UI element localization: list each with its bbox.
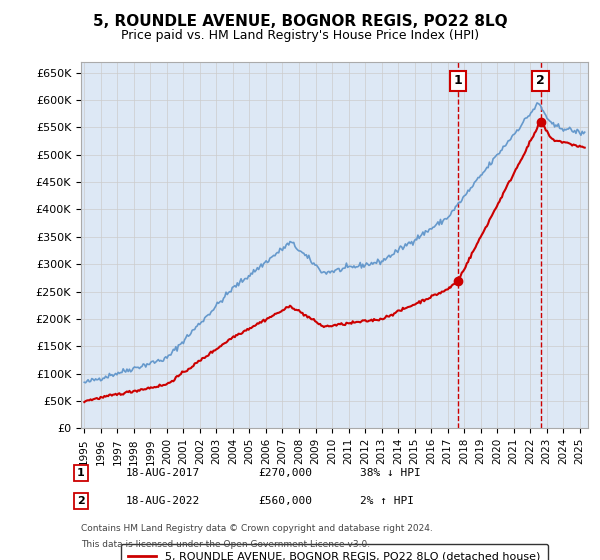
Legend: 5, ROUNDLE AVENUE, BOGNOR REGIS, PO22 8LQ (detached house), HPI: Average price, : 5, ROUNDLE AVENUE, BOGNOR REGIS, PO22 8L… xyxy=(121,544,548,560)
Text: £560,000: £560,000 xyxy=(258,496,312,506)
Text: 2: 2 xyxy=(536,74,545,87)
Text: This data is licensed under the Open Government Licence v3.0.: This data is licensed under the Open Gov… xyxy=(81,540,370,549)
Text: 2% ↑ HPI: 2% ↑ HPI xyxy=(360,496,414,506)
Text: £270,000: £270,000 xyxy=(258,468,312,478)
Text: 5, ROUNDLE AVENUE, BOGNOR REGIS, PO22 8LQ: 5, ROUNDLE AVENUE, BOGNOR REGIS, PO22 8L… xyxy=(92,14,508,29)
Text: 38% ↓ HPI: 38% ↓ HPI xyxy=(360,468,421,478)
Text: 18-AUG-2017: 18-AUG-2017 xyxy=(126,468,200,478)
Text: Price paid vs. HM Land Registry's House Price Index (HPI): Price paid vs. HM Land Registry's House … xyxy=(121,29,479,42)
Text: 2: 2 xyxy=(77,496,85,506)
Text: 1: 1 xyxy=(454,74,463,87)
Text: 1: 1 xyxy=(77,468,85,478)
Text: 18-AUG-2022: 18-AUG-2022 xyxy=(126,496,200,506)
Text: Contains HM Land Registry data © Crown copyright and database right 2024.: Contains HM Land Registry data © Crown c… xyxy=(81,524,433,533)
